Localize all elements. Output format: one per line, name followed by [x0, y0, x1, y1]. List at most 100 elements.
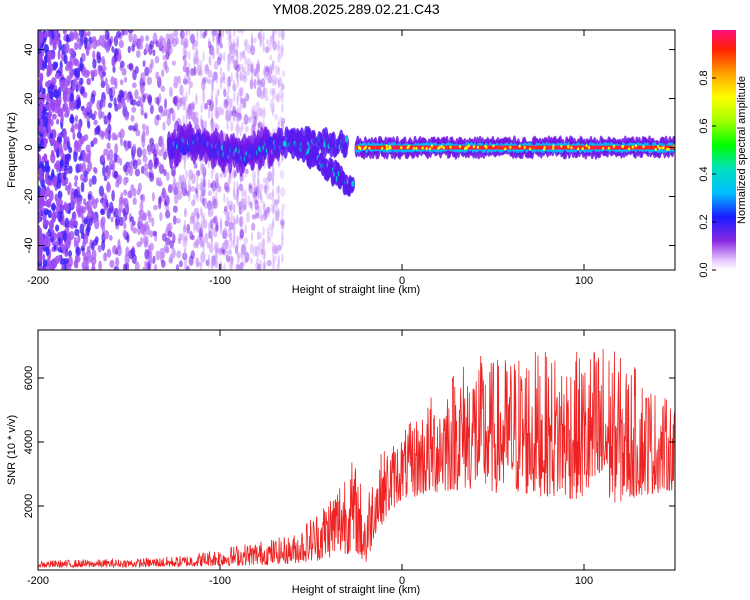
spectrogram-cell [385, 144, 388, 148]
spectrogram-cell [152, 230, 157, 237]
spectrogram-cell [262, 261, 265, 270]
spectrogram-cell [244, 125, 249, 133]
spectrogram-cell [241, 188, 245, 198]
spectrogram-cell [239, 205, 242, 216]
spectrogram-cell [87, 149, 92, 158]
spectrogram-cell [206, 99, 212, 106]
spectrogram-cell [121, 67, 127, 76]
spectrogram-cell [210, 169, 213, 180]
spectrogram-cell [215, 255, 218, 265]
spectrogram-cell [218, 185, 222, 193]
spectrogram-cell [131, 253, 137, 264]
spectrogram-cell [188, 255, 194, 266]
spectrogram-cell [61, 263, 65, 270]
spectrogram-cell [177, 238, 182, 244]
spectrogram-cell [76, 131, 82, 139]
spectrogram-cell [252, 178, 256, 186]
spectrogram-cell [255, 257, 260, 265]
spectrogram-cell [215, 93, 218, 104]
spectrogram-cell [144, 235, 149, 247]
spectrogram-cell [113, 35, 119, 47]
colorbar-tick-label: 0.2 [698, 214, 710, 229]
spectrogram-cell [219, 52, 223, 63]
spectrogram-cell [113, 152, 118, 163]
spectrogram-cell [266, 259, 272, 267]
spectrogram-cell [200, 119, 203, 129]
spectrogram-cell [44, 200, 50, 207]
spectrogram-cell [631, 145, 634, 149]
spectrogram-cell [275, 247, 280, 255]
spectrogram-cell [88, 178, 93, 188]
spectrogram-cell [72, 131, 76, 140]
spectrogram-cell [113, 134, 119, 141]
spectrogram-cell [188, 177, 191, 188]
spectrogram-cell [425, 147, 428, 150]
spectrogram-cell [130, 184, 135, 192]
spectrogram-cell [102, 59, 106, 68]
spectrogram-cell [212, 49, 215, 59]
spectrogram-cell [385, 147, 388, 151]
spectrogram-cell [185, 230, 188, 241]
spectrogram-cell [210, 234, 213, 244]
spectrogram-cell [155, 157, 160, 166]
spectrogram-cell [266, 206, 270, 214]
spectrogram-cell [265, 192, 272, 200]
spectrogram-cell [196, 119, 199, 130]
spectrogram-cell [193, 208, 196, 219]
colorbar-ticks: 0.0 0.2 0.4 0.6 0.8 [698, 70, 716, 278]
spectrogram-cell [38, 249, 41, 256]
spectrogram-cell [281, 208, 284, 219]
spectrogram-cell [161, 259, 166, 268]
spectrogram-cell [185, 258, 188, 269]
spectrogram-cell [226, 91, 229, 102]
spectrogram-cell [259, 30, 262, 37]
spectrogram-cell [232, 56, 235, 66]
spectrogram-cell [266, 236, 272, 244]
spectrogram-cell [87, 193, 92, 201]
spectrogram-cell [226, 197, 229, 207]
spectrogram-cell [124, 76, 128, 83]
spectrogram-cell [661, 146, 664, 150]
spectrogram-cell [39, 74, 43, 85]
spectrogram-cell [254, 198, 258, 205]
spectrogram-cell [64, 251, 69, 258]
spectrogram-cell [255, 212, 260, 219]
spectrogram-cell [63, 258, 69, 264]
spectrogram-cell [258, 81, 263, 88]
spectrogram-cell [46, 102, 53, 112]
snr-frame [37, 329, 676, 571]
spectrogram-cell [38, 81, 41, 92]
spectrogram-cell [271, 79, 277, 87]
spectrogram-cell [173, 75, 179, 85]
spectrogram-cell [72, 197, 78, 205]
spectrogram-cell [223, 132, 226, 142]
spectrogram-cell [118, 39, 124, 49]
spectrogram-cell [184, 153, 187, 163]
spectrogram-cell [106, 153, 110, 161]
spectrogram-cell [106, 248, 112, 258]
spectrogram-cell [230, 260, 233, 270]
spectrogram-cell [236, 39, 239, 49]
spectrogram-cell [231, 168, 236, 180]
spectrogram-cell [262, 106, 266, 115]
spectrogram-cell [232, 238, 235, 249]
spectrogram-cell [185, 30, 188, 37]
spectrogram-cell [129, 216, 134, 222]
spectrogram-cell [250, 109, 255, 116]
spectrogram-cell [38, 167, 43, 178]
spectrogram-cell [236, 120, 239, 131]
spectrogram-cell [195, 52, 198, 63]
spectrogram-cell [182, 31, 185, 41]
spectrogram-cell [428, 147, 432, 151]
spectrogram-cell [53, 175, 57, 187]
spectrogram-cell [62, 128, 67, 140]
spectrogram-cell [207, 258, 211, 269]
spectrogram-cell [259, 85, 262, 96]
spectrogram-cell [111, 46, 115, 53]
spectrogram-cell [165, 210, 171, 219]
spectrogram-cell [543, 147, 546, 151]
spectrogram-cell [210, 95, 213, 105]
spectrogram-cell [266, 227, 270, 235]
spectrogram-cell [142, 94, 146, 103]
